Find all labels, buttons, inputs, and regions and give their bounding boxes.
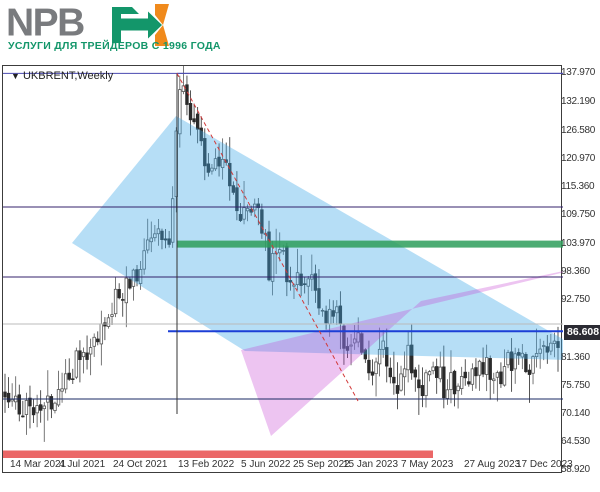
svg-text:NPB: NPB (6, 2, 84, 45)
